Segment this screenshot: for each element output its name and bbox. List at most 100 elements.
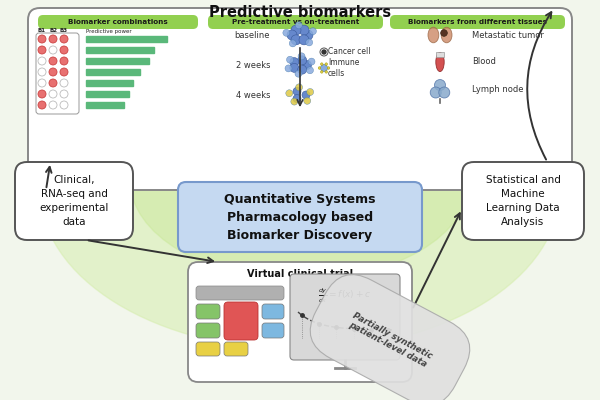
Text: Cancer cell: Cancer cell bbox=[328, 48, 371, 56]
Bar bbox=[86, 102, 124, 108]
Circle shape bbox=[439, 87, 450, 98]
Circle shape bbox=[434, 80, 445, 90]
FancyBboxPatch shape bbox=[36, 33, 79, 114]
Circle shape bbox=[307, 67, 313, 74]
Circle shape bbox=[325, 63, 328, 66]
Ellipse shape bbox=[428, 27, 439, 43]
Circle shape bbox=[299, 25, 309, 35]
FancyBboxPatch shape bbox=[224, 302, 258, 340]
Circle shape bbox=[60, 46, 68, 54]
Circle shape bbox=[287, 56, 293, 63]
Circle shape bbox=[38, 101, 46, 109]
Ellipse shape bbox=[436, 52, 444, 72]
Text: B1: B1 bbox=[38, 28, 46, 34]
Circle shape bbox=[320, 64, 328, 72]
Circle shape bbox=[296, 84, 302, 91]
Text: Clinical,
RNA-seq and
experimental
data: Clinical, RNA-seq and experimental data bbox=[40, 175, 109, 227]
Circle shape bbox=[60, 35, 68, 43]
Circle shape bbox=[49, 35, 57, 43]
Circle shape bbox=[49, 79, 57, 87]
Circle shape bbox=[298, 65, 307, 74]
Text: B3: B3 bbox=[60, 28, 68, 34]
Text: Partially synthetic
patient-level data: Partially synthetic patient-level data bbox=[346, 310, 434, 370]
Circle shape bbox=[290, 58, 299, 67]
Bar bbox=[86, 58, 149, 64]
Text: Biomarker combinations: Biomarker combinations bbox=[68, 19, 168, 25]
FancyBboxPatch shape bbox=[262, 304, 284, 319]
Circle shape bbox=[49, 101, 57, 109]
Circle shape bbox=[304, 97, 311, 104]
Circle shape bbox=[318, 67, 321, 69]
Circle shape bbox=[49, 46, 57, 54]
Text: 2 weeks: 2 weeks bbox=[235, 60, 270, 70]
FancyBboxPatch shape bbox=[28, 8, 572, 190]
Circle shape bbox=[49, 57, 57, 65]
Circle shape bbox=[320, 70, 323, 73]
Circle shape bbox=[310, 28, 316, 35]
Circle shape bbox=[285, 65, 292, 72]
Text: Virtual clinical trial: Virtual clinical trial bbox=[247, 269, 353, 279]
Circle shape bbox=[287, 30, 297, 40]
FancyBboxPatch shape bbox=[224, 342, 248, 356]
FancyBboxPatch shape bbox=[462, 162, 584, 240]
FancyBboxPatch shape bbox=[196, 304, 220, 319]
Circle shape bbox=[327, 67, 330, 69]
Ellipse shape bbox=[40, 30, 560, 350]
Circle shape bbox=[60, 68, 68, 76]
Circle shape bbox=[38, 57, 46, 65]
Circle shape bbox=[298, 53, 305, 60]
Circle shape bbox=[299, 35, 309, 45]
Circle shape bbox=[290, 63, 299, 72]
Circle shape bbox=[320, 63, 323, 66]
Circle shape bbox=[293, 87, 301, 95]
Circle shape bbox=[430, 87, 441, 98]
FancyBboxPatch shape bbox=[196, 286, 284, 300]
Bar bbox=[86, 69, 140, 75]
Circle shape bbox=[38, 79, 46, 87]
Circle shape bbox=[60, 79, 68, 87]
FancyBboxPatch shape bbox=[188, 262, 412, 382]
Text: B2: B2 bbox=[49, 28, 57, 34]
Text: Metastatic tumor: Metastatic tumor bbox=[472, 30, 544, 40]
Circle shape bbox=[38, 35, 46, 43]
Circle shape bbox=[60, 57, 68, 65]
Text: Predictive biomarkers: Predictive biomarkers bbox=[209, 5, 391, 20]
Text: Predictive power: Predictive power bbox=[86, 28, 131, 34]
Text: $\frac{dy}{dx} = f(x) + c$: $\frac{dy}{dx} = f(x) + c$ bbox=[319, 287, 371, 305]
Circle shape bbox=[307, 88, 314, 96]
Circle shape bbox=[289, 40, 296, 47]
Ellipse shape bbox=[441, 27, 452, 43]
FancyBboxPatch shape bbox=[262, 323, 284, 338]
Circle shape bbox=[440, 30, 448, 36]
Bar bbox=[86, 80, 133, 86]
Circle shape bbox=[60, 90, 68, 98]
Circle shape bbox=[305, 39, 313, 46]
Text: Biomarkers from different tissues: Biomarkers from different tissues bbox=[408, 19, 547, 25]
Circle shape bbox=[291, 25, 301, 35]
Bar bbox=[86, 47, 154, 53]
Bar bbox=[86, 91, 129, 97]
Circle shape bbox=[38, 90, 46, 98]
Circle shape bbox=[298, 56, 307, 65]
Circle shape bbox=[291, 35, 301, 45]
FancyBboxPatch shape bbox=[15, 162, 133, 240]
FancyBboxPatch shape bbox=[290, 274, 400, 360]
Circle shape bbox=[38, 46, 46, 54]
Circle shape bbox=[320, 48, 328, 56]
Text: 4 weeks: 4 weeks bbox=[235, 90, 270, 100]
Circle shape bbox=[286, 90, 293, 97]
Circle shape bbox=[60, 101, 68, 109]
FancyBboxPatch shape bbox=[178, 182, 422, 252]
FancyBboxPatch shape bbox=[196, 323, 220, 338]
Bar bbox=[436, 52, 444, 57]
Circle shape bbox=[303, 30, 313, 40]
Text: baseline: baseline bbox=[235, 30, 270, 40]
Circle shape bbox=[295, 70, 302, 77]
Circle shape bbox=[322, 50, 326, 54]
Circle shape bbox=[49, 90, 57, 98]
Circle shape bbox=[283, 29, 290, 36]
Circle shape bbox=[325, 70, 328, 73]
Circle shape bbox=[38, 68, 46, 76]
Circle shape bbox=[295, 22, 302, 29]
FancyBboxPatch shape bbox=[390, 15, 565, 29]
